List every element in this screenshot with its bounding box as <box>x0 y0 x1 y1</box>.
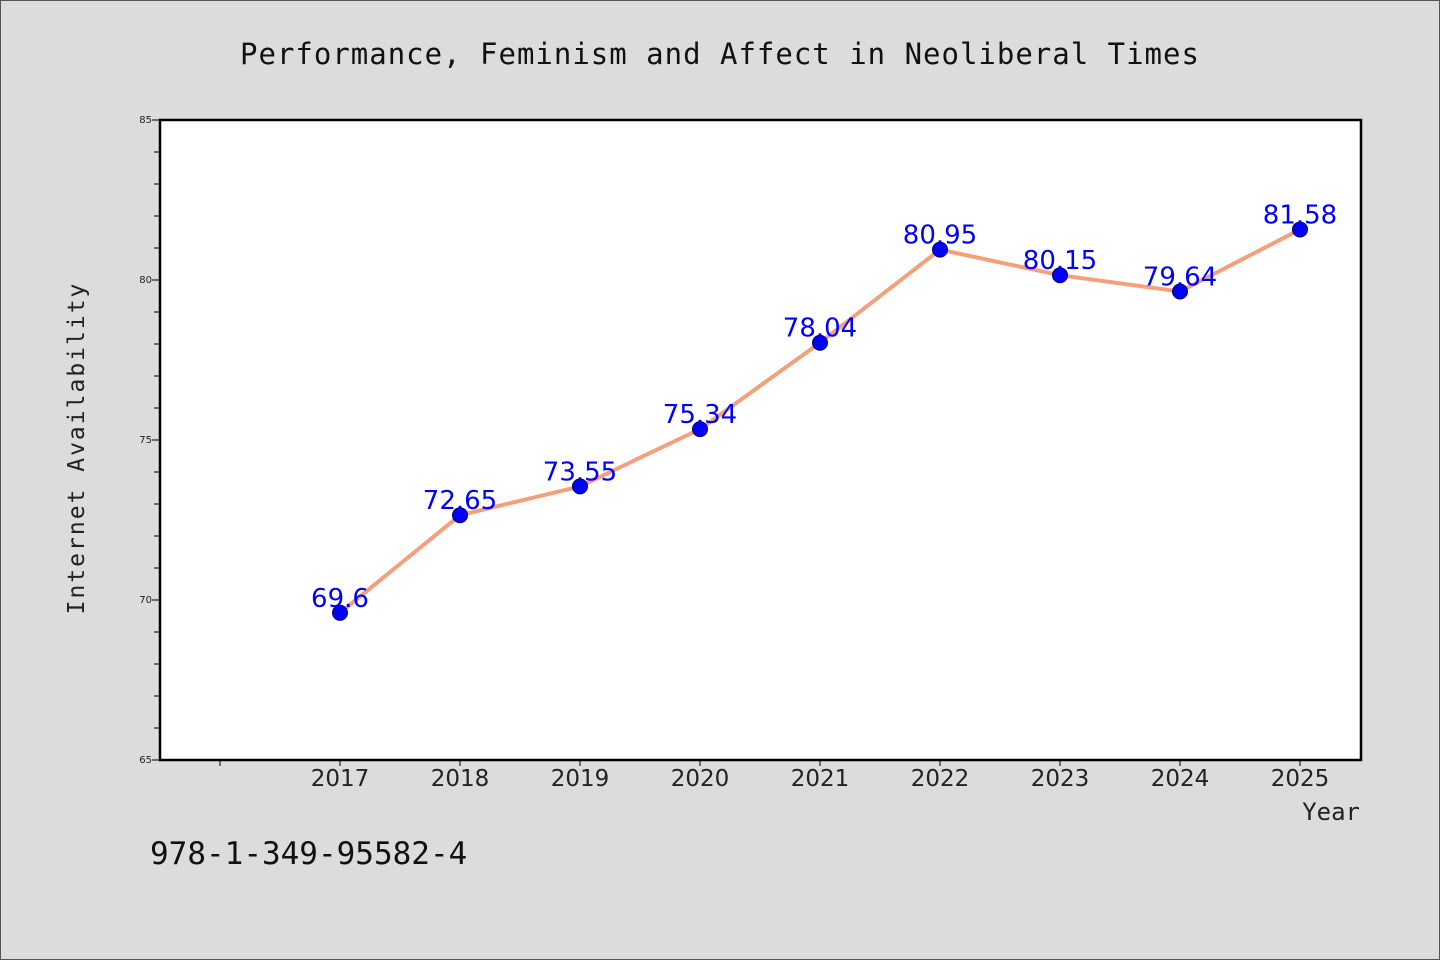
x-axis-label: Year <box>1302 798 1360 826</box>
x-tick-label: 2025 <box>1271 766 1330 792</box>
data-label: 78.04 <box>783 314 857 344</box>
chart-title: Performance, Feminism and Affect in Neol… <box>240 37 1200 71</box>
x-tick-label: 2023 <box>1031 766 1090 792</box>
data-label: 72.65 <box>423 486 497 516</box>
isbn-text: 978-1-349-95582-4 <box>150 836 467 872</box>
data-point <box>572 478 588 495</box>
data-label: 79.64 <box>1143 263 1217 293</box>
x-tick-label: 2018 <box>431 766 490 792</box>
x-axis: 2017 2018 2019 2020 2021 2022 2023 2024 2025 <box>219 760 1330 792</box>
data-point <box>932 241 948 258</box>
x-tick-label: 2017 <box>311 766 370 792</box>
y-axis-label: Internet Availability <box>64 282 90 615</box>
data-label: 73.55 <box>543 457 617 487</box>
data-point <box>812 334 828 351</box>
y-tick-label: 75 <box>139 435 152 446</box>
x-tick-label: 2021 <box>791 766 850 792</box>
data-label: 81.58 <box>1263 200 1337 230</box>
x-tick-label: 2024 <box>1151 766 1210 792</box>
y-tick-label: 85 <box>139 115 152 126</box>
y-tick-label: 80 <box>139 275 152 286</box>
data-point <box>1292 221 1308 238</box>
x-tick-label: 2022 <box>911 766 970 792</box>
y-tick-label: 65 <box>139 755 152 766</box>
data-label: 69.6 <box>311 584 369 614</box>
data-point <box>332 604 348 621</box>
series-1: 69.6 72.65 73.55 75.34 78.04 80.95 80.15 79.64 8… <box>311 200 1337 621</box>
data-point <box>692 421 708 438</box>
data-point <box>1172 283 1188 300</box>
data-point <box>452 507 468 524</box>
data-label: 80.95 <box>903 221 977 251</box>
x-tick-label: 2020 <box>671 766 730 792</box>
data-point <box>1052 267 1068 284</box>
data-label: 80.15 <box>1023 246 1097 276</box>
x-tick-label: 2019 <box>551 766 610 792</box>
plot-area <box>158 118 1363 762</box>
y-tick-label: 70 <box>139 595 152 606</box>
data-label: 75.34 <box>663 400 737 430</box>
y-axis: 65 70 75 80 85 <box>139 115 160 766</box>
